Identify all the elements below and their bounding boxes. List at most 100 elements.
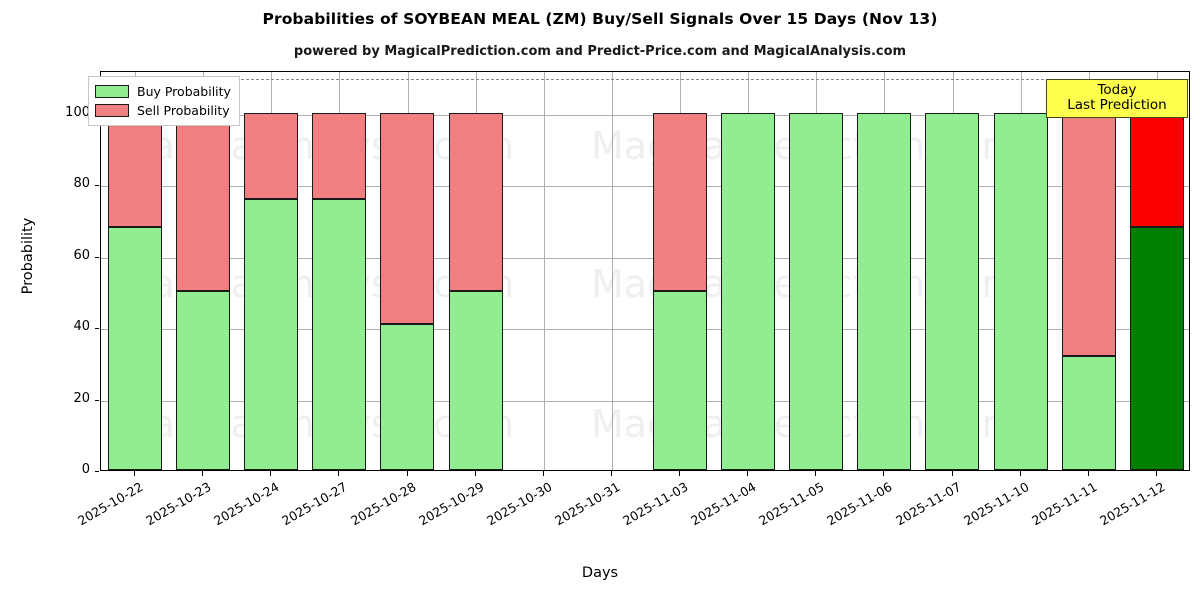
x-tick-label-2025-10-29: 2025-10-29 [415,479,487,529]
bar-segment-buy [1062,355,1116,470]
x-tick-label-2025-11-04: 2025-11-04 [688,479,759,529]
gridline-y-40 [101,329,1189,331]
y-tick-mark [95,399,99,401]
bar-segment-buy [312,198,366,470]
legend-item-buy: Buy Probability [95,82,231,101]
x-tick-mark [543,471,544,476]
bar-2025-10-23[interactable] [176,72,230,470]
x-tick-label-2025-11-07: 2025-11-07 [892,479,964,529]
x-tick-mark [407,471,408,476]
bar-segment-buy [1130,227,1184,470]
x-tick-mark [338,471,339,476]
y-tick-label-60: 60 [73,247,90,263]
y-tick-mark [95,471,99,472]
bar-2025-11-05[interactable] [789,72,843,470]
legend-label-buy: Buy Probability [137,84,231,99]
gridline-x-7 [612,72,613,470]
plot-area: MagicalAnalysis.comMagicalPrediction.com… [100,71,1190,471]
today-label: Today [1097,82,1137,98]
bar-segment-buy [380,323,434,470]
legend-item-sell: Sell Probability [95,101,231,120]
y-axis-label: Probability [20,217,36,295]
x-tick-mark [1156,471,1157,476]
x-tick-mark [1020,471,1021,476]
x-tick-label-2025-11-03: 2025-11-03 [620,479,691,529]
bar-segment-sell [176,112,230,292]
bar-2025-11-03[interactable] [653,72,707,470]
bar-2025-11-07[interactable] [925,72,979,470]
bar-2025-10-24[interactable] [244,72,298,470]
x-tick-mark [747,471,748,476]
x-tick-mark [679,471,680,476]
bar-segment-buy [857,112,911,470]
legend-swatch-sell-icon [95,104,129,117]
bar-2025-11-12[interactable] [1130,72,1184,470]
bar-segment-sell [380,112,434,324]
x-tick-label-2025-10-22: 2025-10-22 [75,479,146,529]
x-tick-label-2025-10-24: 2025-10-24 [211,479,282,529]
x-tick-mark [815,471,816,476]
x-tick-label-2025-10-27: 2025-10-27 [279,479,350,529]
bar-2025-11-11[interactable] [1062,72,1116,470]
x-tick-label-2025-10-28: 2025-10-28 [347,479,419,529]
bar-2025-11-04[interactable] [721,72,775,470]
y-tick-label-0: 0 [81,462,90,477]
bar-2025-10-29[interactable] [449,72,503,470]
legend-label-sell: Sell Probability [137,103,230,118]
gridline-y-80 [101,186,1189,188]
bar-segment-buy [994,112,1048,470]
bar-segment-sell [449,112,503,292]
bar-segment-sell [244,112,298,199]
y-tick-label-80: 80 [73,176,90,192]
x-tick-label-2025-10-31: 2025-10-31 [552,479,623,529]
bar-2025-11-06[interactable] [857,72,911,470]
x-axis-label: Days [581,565,619,581]
bar-segment-buy [449,291,503,470]
x-tick-label-2025-11-11: 2025-11-11 [1028,479,1100,529]
gridline-x-6 [544,72,545,470]
bar-2025-11-10[interactable] [994,72,1048,470]
x-tick-mark [475,471,476,476]
bar-segment-sell [653,112,707,292]
x-tick-mark [883,471,884,476]
bar-segment-sell [312,112,366,199]
x-tick-label-2025-11-12: 2025-11-12 [1097,479,1168,529]
bar-2025-10-22[interactable] [108,72,162,470]
x-tick-mark [270,471,271,476]
y-tick-label-20: 20 [73,390,90,406]
bar-segment-buy [244,198,298,470]
bar-segment-sell [108,112,162,228]
legend-swatch-buy-icon [95,85,129,98]
y-tick-label-100: 100 [65,104,90,120]
bar-2025-10-27[interactable] [312,72,366,470]
bar-2025-10-28[interactable] [380,72,434,470]
y-tick-mark [95,185,99,187]
gridline-y-20 [101,400,1189,402]
x-tick-label-2025-10-23: 2025-10-23 [143,479,214,529]
bar-segment-buy [925,112,979,470]
x-tick-mark [952,471,953,476]
page-title: Probabilities of SOYBEAN MEAL (ZM) Buy/S… [262,10,938,28]
x-tick-label-2025-11-05: 2025-11-05 [756,479,827,529]
y-tick-mark [95,328,99,330]
bar-segment-buy [176,291,230,470]
bar-segment-sell [1062,112,1116,356]
bar-segment-sell [1130,112,1184,228]
y-tick-label-40: 40 [73,319,90,335]
gridline-y-60 [101,257,1189,259]
bar-segment-buy [721,112,775,470]
x-tick-mark [611,471,612,476]
x-tick-label-2025-11-06: 2025-11-06 [824,479,895,529]
x-tick-mark [202,471,203,476]
x-tick-mark [134,471,135,476]
bar-segment-buy [653,291,707,470]
chart-subtitle: powered by MagicalPrediction.com and Pre… [293,44,907,59]
last-prediction-label: Last Prediction [1067,97,1167,114]
reference-line [101,79,1189,81]
bar-segment-buy [108,227,162,470]
x-tick-label-2025-10-30: 2025-10-30 [483,479,555,529]
x-tick-mark [1088,471,1089,476]
gridline-y-100 [101,114,1189,116]
today-annotation: Today Last Prediction [1046,79,1188,119]
